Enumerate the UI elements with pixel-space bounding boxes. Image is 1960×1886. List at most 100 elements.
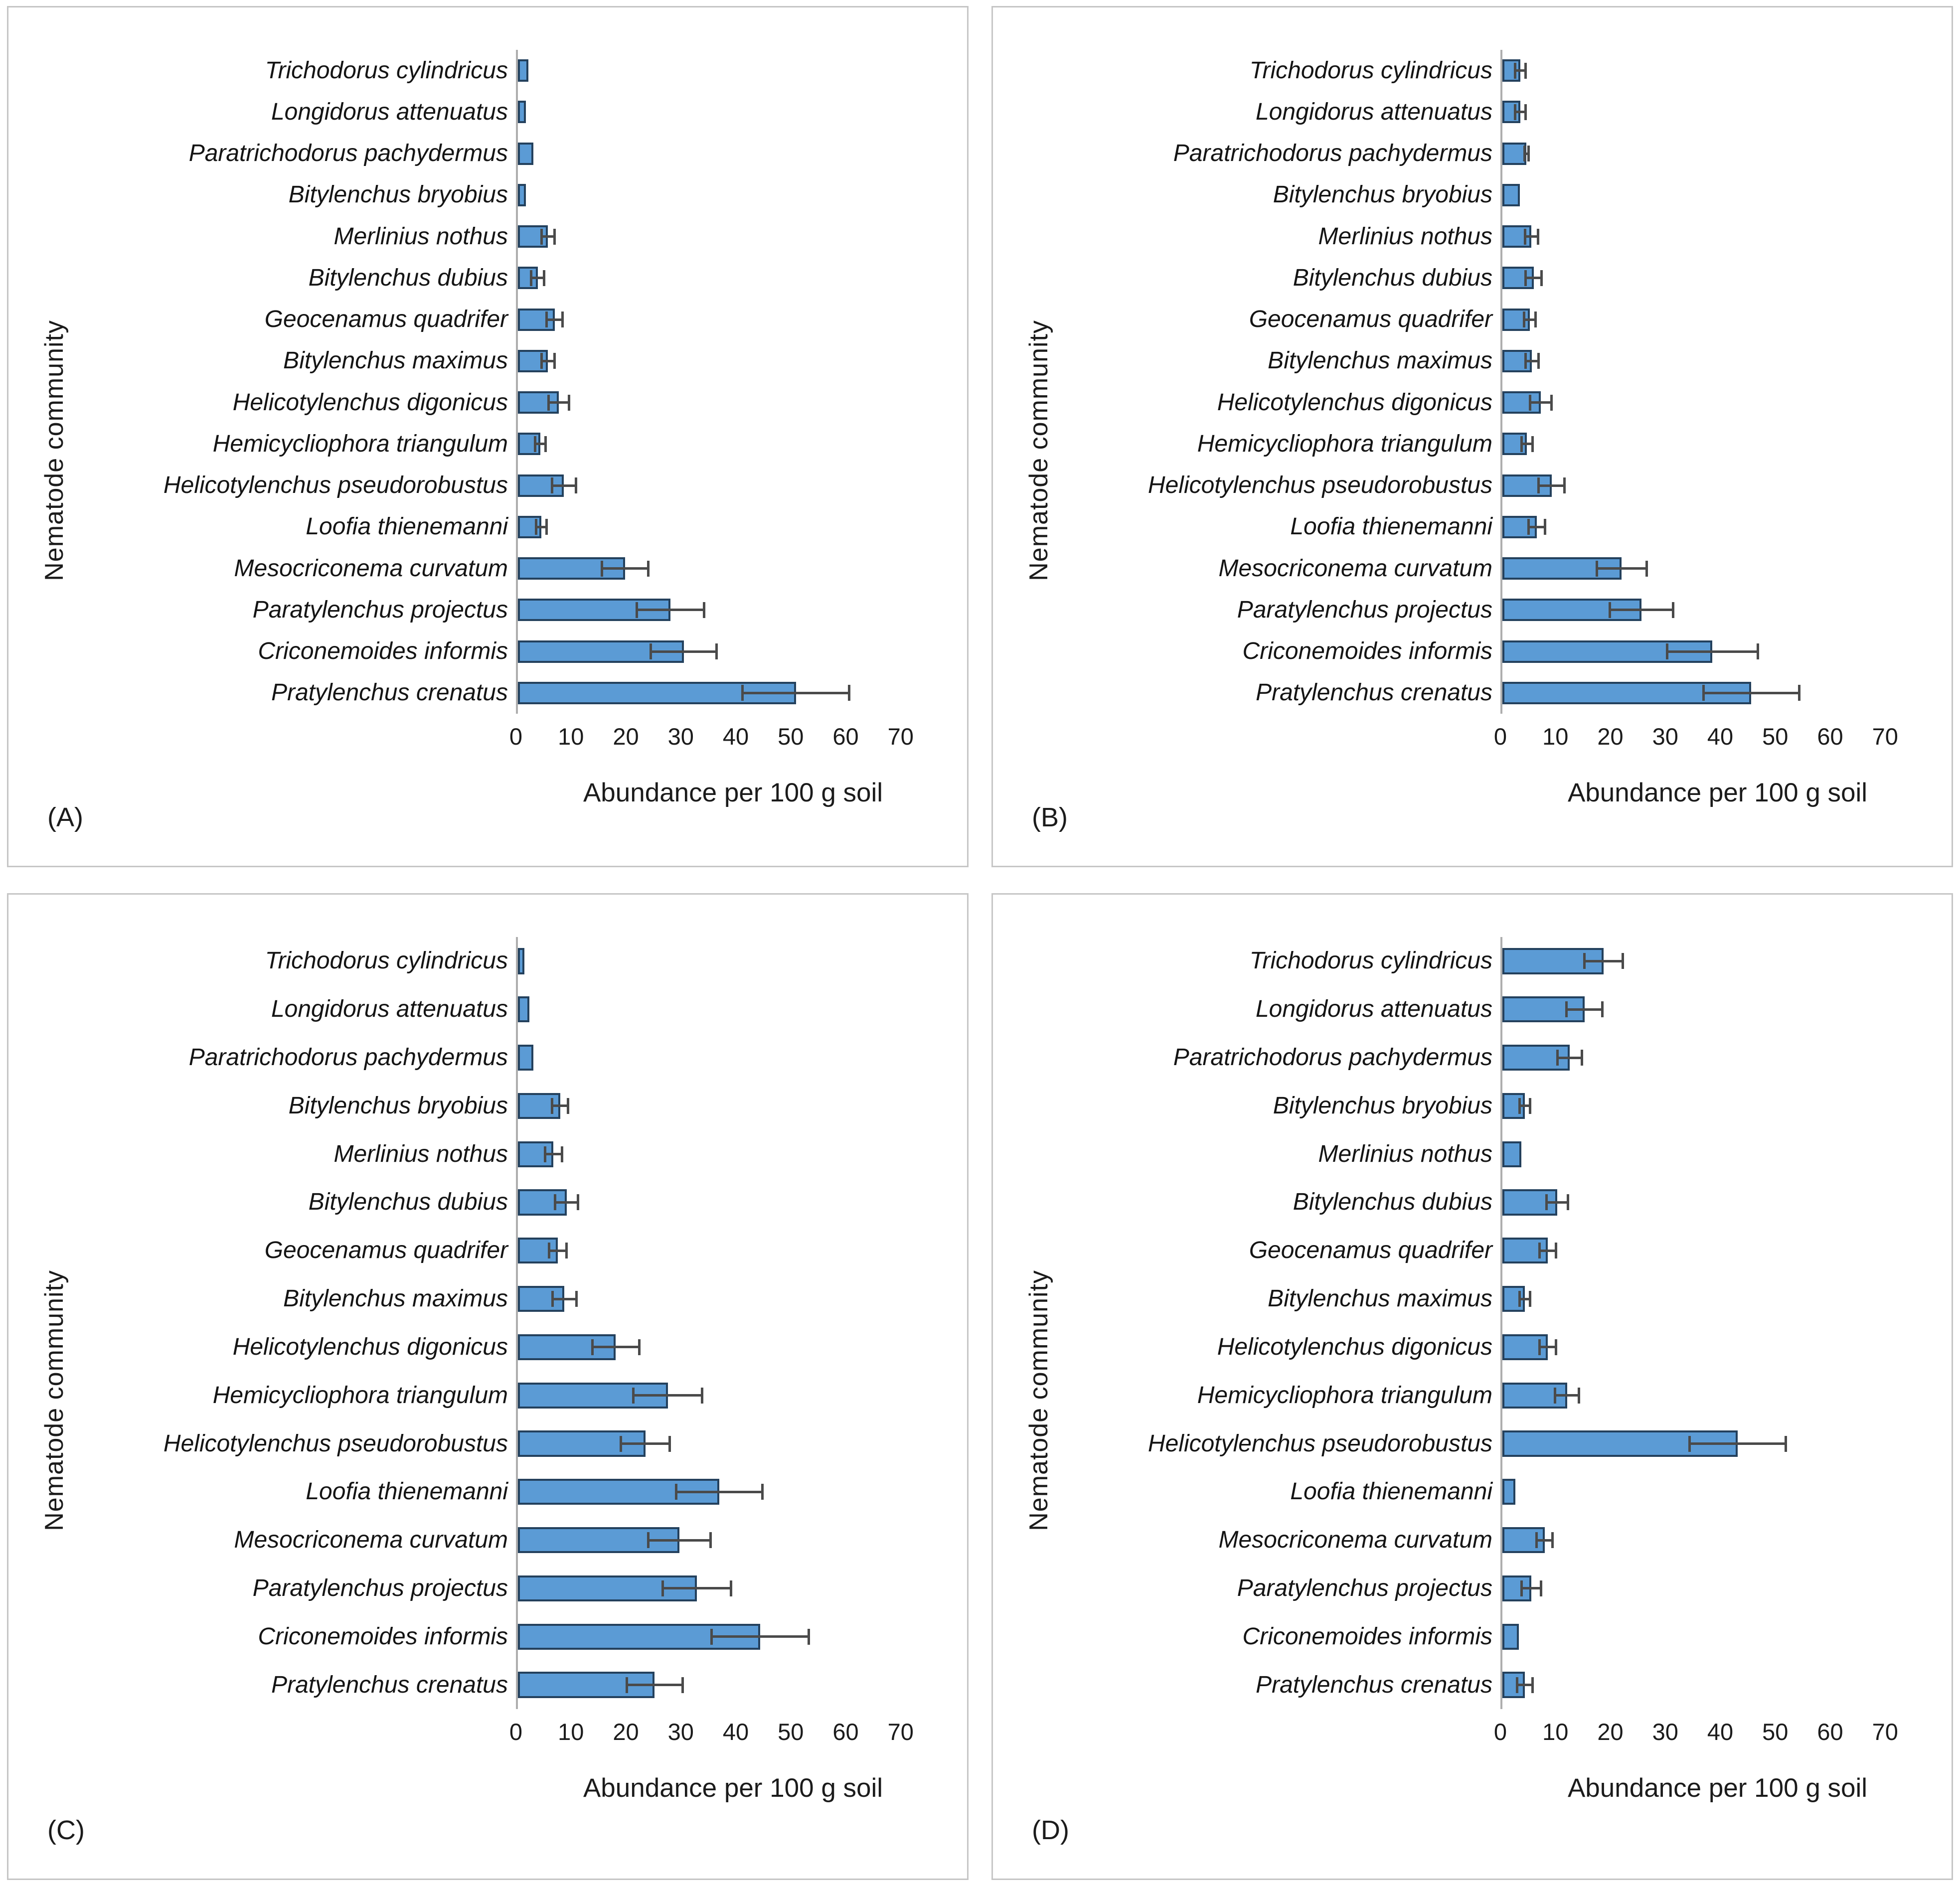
x-axis: 0 10 20 30 40 50 60 70 [509,714,950,764]
x-tick-label: 30 [1652,1719,1678,1745]
chart-row: Bitylenchus dubius [89,1178,950,1227]
chart-row: Hemicycliophora triangulum [89,1371,950,1420]
plot-column: Trichodorus cylindricus Longidorus attenu… [89,50,950,851]
x-axis: 0 10 20 30 40 50 60 70 [509,1709,950,1759]
plot-cell [516,1323,950,1372]
plot-cell [516,174,950,216]
error-bar [741,685,851,701]
error-bar-cap [1520,1580,1523,1596]
y-axis-title-column: Nematode community [1004,937,1074,1864]
plot-cell [1500,50,1935,92]
chart-row: Bitylenchus dubius [1074,257,1935,299]
error-bar [545,312,564,328]
plot-cell [516,299,950,340]
x-tick-label: 20 [613,723,639,750]
bar [518,183,526,206]
category-label: Geocenamus quadrifer [264,306,508,333]
plot-cell [1500,1467,1935,1516]
x-tick-label: 50 [1762,723,1789,750]
category-label: Merlinius nothus [1318,1140,1493,1167]
category-label: Bitylenchus maximus [1268,347,1492,374]
x-axis-title-row: Abundance per 100 g soil [1074,764,1935,851]
error-bar-cap [626,1677,629,1693]
x-axis-row: 0 10 20 30 40 50 60 70 [89,714,950,764]
x-tick-label: 60 [832,723,859,750]
chart-row: Criconemoides informis [89,630,950,672]
error-bar-cap [545,519,548,535]
chart-row: Bitylenchus maximus [1074,1274,1935,1323]
x-tick-label: 20 [1597,723,1624,750]
category-label: Paratylenchus projectus [1237,1574,1492,1601]
plot-cell [516,1612,950,1661]
plot-cell [516,216,950,258]
error-bar-cap [703,602,706,618]
chart-row: Longidorus attenuatus [1074,985,1935,1034]
x-tick-label: 10 [1542,1719,1569,1745]
chart-row: Bitylenchus bryobius [89,174,950,216]
chart-row: Hemicycliophora triangulum [1074,423,1935,465]
error-bar-cap [1671,602,1674,618]
error-bar [635,602,706,618]
x-tick-label: 30 [667,723,694,750]
chart-row: Geocenamus quadrifer [89,1226,950,1275]
chart-row: Loofia thienemanni [89,506,950,548]
category-label: Trichodorus cylindricus [1249,947,1492,974]
plot-cell [1500,340,1935,382]
plot-cell [1500,1130,1935,1179]
error-bar-cap [545,312,548,328]
chart-row: Criconemoides informis [89,1612,950,1661]
error-bar-cap [1688,1435,1691,1452]
error-bar-cap [1524,353,1527,369]
error-bar-cap [709,1532,712,1549]
chart-c: Nematode community Trichodorus cylindric… [19,937,950,1864]
error-bar-cap [535,519,538,535]
category-label: Bitylenchus dubius [308,264,508,291]
error-bar [1524,270,1543,286]
plot-cell [516,1467,950,1516]
chart-row: Pratylenchus crenatus [1074,1661,1935,1709]
error-bar [1688,1435,1787,1452]
plot-cell [516,382,950,424]
category-label: Loofia thienemanni [306,513,508,540]
category-label: Hemicycliophora triangulum [1197,430,1492,457]
error-bar-cap [576,1194,579,1211]
error-bar-cap [1535,1532,1538,1549]
error-bar-cap [1520,436,1523,452]
error-bar-cap [548,1243,551,1259]
plot-cell [1500,1661,1935,1709]
category-label: Trichodorus cylindricus [1249,57,1492,84]
chart-row: Paratrichodorus pachydermus [1074,1033,1935,1082]
x-tick-label: 20 [1597,1719,1624,1745]
category-label: Loofia thienemanni [1290,513,1492,540]
x-tick-label: 50 [778,723,804,750]
plot-cell [1500,1178,1935,1227]
plot-cell [1500,174,1935,216]
x-tick-label: 20 [613,1719,639,1745]
category-label: Loofia thienemanni [1290,1478,1492,1505]
category-label: Bitylenchus dubius [1293,264,1492,291]
error-bar-cap [1601,1001,1604,1018]
category-label: Loofia thienemanni [306,1478,508,1505]
category-label: Criconemoides informis [258,638,508,665]
error-bar [1520,1580,1543,1596]
error-bar [547,394,571,411]
chart-row: Bitylenchus maximus [1074,340,1935,382]
y-axis-title: Nematode community [40,319,69,581]
chart-row: Trichodorus cylindricus [89,937,950,985]
error-bar-cap [1528,394,1531,411]
bar [518,142,533,165]
plot-cell [1500,1033,1935,1082]
error-bar-cap [1551,1532,1554,1549]
chart-row: Longidorus attenuatus [89,91,950,133]
x-axis-title: Abundance per 100 g soil [1567,1773,1868,1803]
error-bar [550,1098,570,1114]
bar [518,1044,533,1071]
error-bar [1538,1243,1557,1259]
error-bar-cap [1565,1001,1568,1018]
category-label: Paratrichodorus pachydermus [1173,1044,1492,1071]
chart-row: Hemicycliophora triangulum [89,423,950,465]
category-label: Bitylenchus bryobius [1273,181,1492,208]
bar [518,681,796,704]
error-bar-cap [1527,146,1530,162]
x-tick-label: 10 [558,1719,584,1745]
